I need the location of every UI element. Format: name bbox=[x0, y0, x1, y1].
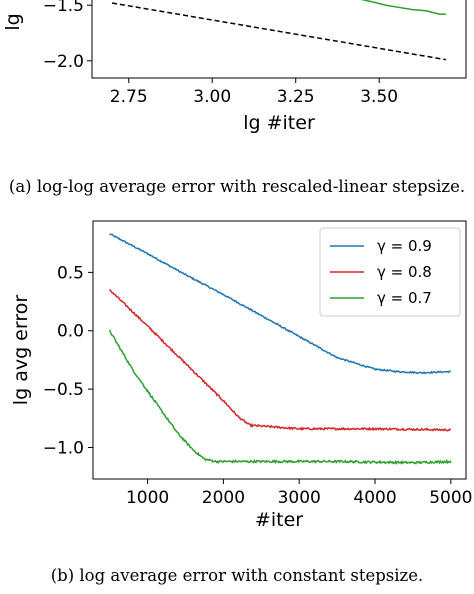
legend-box bbox=[319, 227, 461, 317]
bottom-series-line-2 bbox=[108, 329, 452, 466]
bottom-plot: 1000 2000 3000 4000 5000 0.5 0.0 −0.5 −1.0 lg av… bbox=[10, 220, 473, 531]
top-plot: 2.75 3.00 3.25 3.50 −1.5 −2.0 lg lg #iter bbox=[2, 0, 467, 134]
top-y-axis-label: lg bbox=[2, 13, 24, 30]
legend-label-gamma-0-9: γ = 0.9 bbox=[377, 237, 432, 255]
top-plot-frame bbox=[91, 0, 467, 79]
bottom-series-line-1 bbox=[109, 288, 452, 432]
top-x-tick-label-3: 3.50 bbox=[360, 87, 398, 107]
bottom-x-axis-label: #iter bbox=[255, 509, 303, 531]
bottom-x-tick-label-4: 5000 bbox=[429, 488, 472, 508]
bottom-x-tick-label-0: 1000 bbox=[126, 488, 169, 508]
top-x-tick-label-1: 3.00 bbox=[193, 87, 231, 107]
caption-b: (b) log average error with constant step… bbox=[51, 566, 424, 585]
bottom-plot-axes: 1000 2000 3000 4000 5000 0.5 0.0 −0.5 −1.0 bbox=[43, 263, 473, 508]
caption-a: (a) log-log average error with rescaled-… bbox=[9, 177, 465, 196]
top-plot-series bbox=[111, 0, 447, 61]
bottom-plot-series bbox=[108, 233, 452, 466]
bottom-y-tick-label-3: −1.0 bbox=[43, 438, 84, 458]
legend: γ = 0.9 γ = 0.8 γ = 0.7 bbox=[319, 227, 461, 317]
bottom-plot-frame bbox=[92, 220, 467, 480]
top-x-axis-label: lg #iter bbox=[243, 112, 315, 134]
legend-label-gamma-0-7: γ = 0.7 bbox=[377, 289, 432, 307]
legend-label-gamma-0-8: γ = 0.8 bbox=[377, 263, 432, 281]
top-x-tick-label-2: 3.25 bbox=[277, 87, 315, 107]
top-y-tick-label-0: −1.5 bbox=[43, 0, 84, 16]
bottom-series-line-0 bbox=[109, 233, 451, 375]
bottom-y-axis-label: lg avg error bbox=[10, 295, 32, 406]
bottom-x-tick-label-2: 3000 bbox=[278, 488, 321, 508]
bottom-y-tick-label-1: 0.0 bbox=[57, 322, 84, 342]
bottom-y-tick-label-0: 0.5 bbox=[57, 263, 84, 283]
top-y-tick-label-1: −2.0 bbox=[43, 52, 84, 72]
top-series-line-1 bbox=[361, 0, 446, 15]
bottom-y-tick-label-2: −0.5 bbox=[43, 380, 84, 400]
top-plot-axes: 2.75 3.00 3.25 3.50 −1.5 −2.0 bbox=[43, 0, 398, 107]
top-x-tick-label-0: 2.75 bbox=[110, 87, 148, 107]
top-series-line-0 bbox=[111, 2, 447, 61]
bottom-x-tick-label-3: 4000 bbox=[353, 488, 396, 508]
bottom-x-tick-label-1: 2000 bbox=[202, 488, 245, 508]
